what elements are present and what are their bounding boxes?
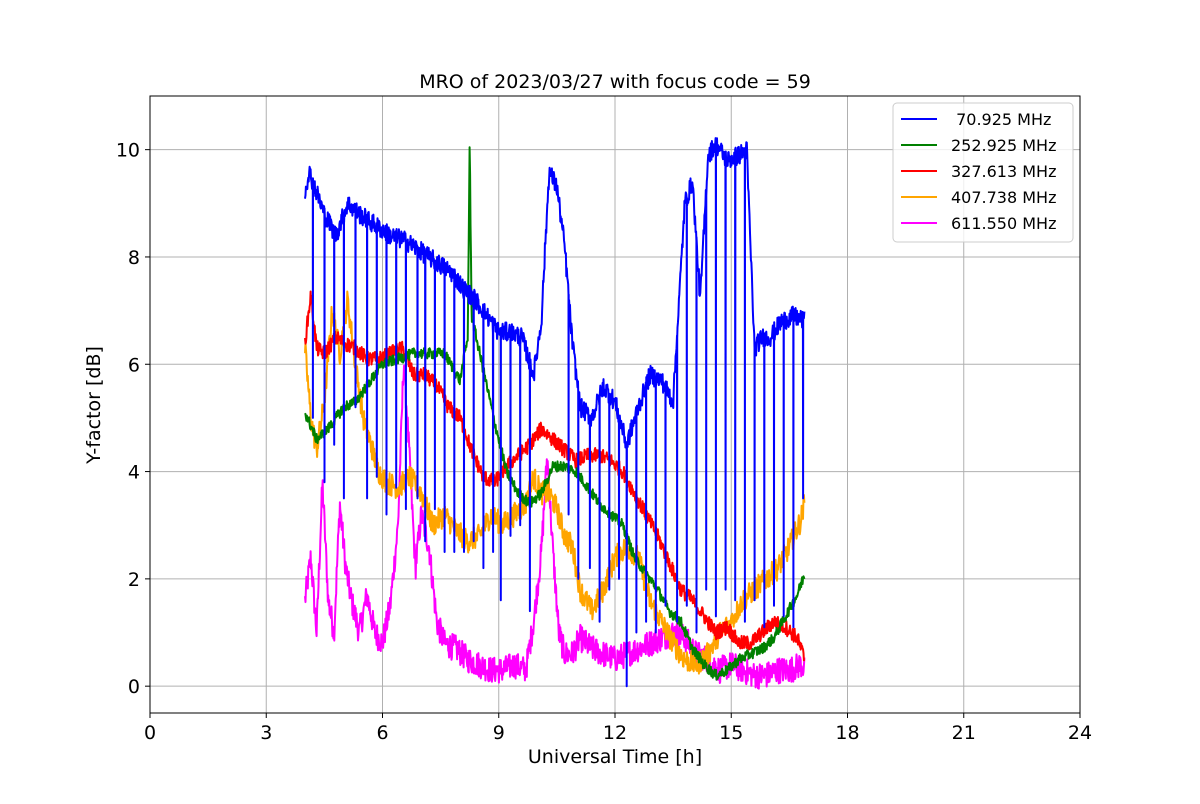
x-tick-label: 24 bbox=[1068, 722, 1092, 744]
legend-entry: 327.613 MHz bbox=[951, 162, 1056, 181]
y-tick-label: 0 bbox=[128, 676, 140, 698]
x-tick-label: 3 bbox=[260, 722, 272, 744]
series-line bbox=[304, 290, 806, 662]
y-tick-label: 10 bbox=[116, 140, 140, 162]
y-tick-label: 8 bbox=[128, 247, 140, 269]
y-tick-label: 6 bbox=[128, 354, 140, 376]
y-tick-label: 4 bbox=[128, 462, 140, 484]
x-axis-label: Universal Time [h] bbox=[528, 746, 702, 768]
series-group bbox=[304, 137, 806, 690]
series-line bbox=[304, 364, 806, 690]
x-tick-label: 18 bbox=[835, 722, 859, 744]
y-axis-label: Y-factor [dB] bbox=[83, 346, 105, 465]
legend-entry: 611.550 MHz bbox=[951, 214, 1056, 233]
series-line bbox=[304, 137, 806, 688]
legend-box bbox=[892, 102, 1074, 243]
legend-entry: 252.925 MHz bbox=[951, 136, 1056, 155]
legend: 70.925 MHz 252.925 MHz 327.613 MHz 407.738 … bbox=[892, 102, 1074, 243]
x-tick-label: 15 bbox=[719, 722, 743, 744]
chart-title: MRO of 2023/03/27 with focus code = 59 bbox=[419, 71, 811, 93]
x-tick-label: 21 bbox=[952, 722, 976, 744]
x-tick-label: 6 bbox=[376, 722, 388, 744]
series-line bbox=[304, 146, 806, 681]
legend-entry: 70.925 MHz bbox=[951, 110, 1051, 129]
y-tick-label: 2 bbox=[128, 569, 140, 591]
legend-entry: 407.738 MHz bbox=[951, 188, 1056, 207]
x-tick-label: 12 bbox=[603, 722, 627, 744]
plot-area bbox=[304, 137, 806, 690]
x-tick-label: 0 bbox=[144, 722, 156, 744]
x-tick-label: 9 bbox=[493, 722, 505, 744]
